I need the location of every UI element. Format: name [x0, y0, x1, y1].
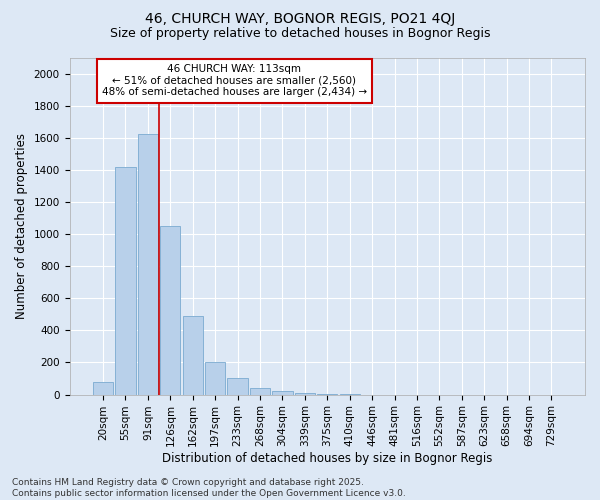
Bar: [115, 166, 136, 394]
Text: 46, CHURCH WAY, BOGNOR REGIS, PO21 4QJ: 46, CHURCH WAY, BOGNOR REGIS, PO21 4QJ: [145, 12, 455, 26]
Bar: [227, 378, 248, 394]
Bar: [93, 382, 113, 394]
Bar: [138, 134, 158, 394]
Text: Size of property relative to detached houses in Bognor Regis: Size of property relative to detached ho…: [110, 28, 490, 40]
Bar: [160, 226, 181, 394]
Text: 46 CHURCH WAY: 113sqm
← 51% of detached houses are smaller (2,560)
48% of semi-d: 46 CHURCH WAY: 113sqm ← 51% of detached …: [102, 64, 367, 98]
Bar: [272, 390, 293, 394]
Bar: [182, 316, 203, 394]
X-axis label: Distribution of detached houses by size in Bognor Regis: Distribution of detached houses by size …: [162, 452, 493, 465]
Y-axis label: Number of detached properties: Number of detached properties: [15, 133, 28, 319]
Bar: [250, 388, 270, 394]
Bar: [205, 362, 225, 394]
Text: Contains HM Land Registry data © Crown copyright and database right 2025.
Contai: Contains HM Land Registry data © Crown c…: [12, 478, 406, 498]
